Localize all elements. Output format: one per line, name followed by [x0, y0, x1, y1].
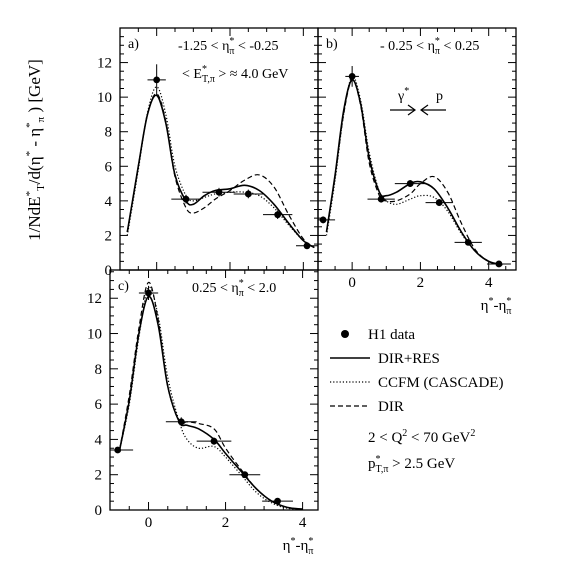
- cut-label: -1.25 < η* π < -0.25: [178, 36, 279, 57]
- panel-label: a): [128, 37, 139, 52]
- gamma-label: γ*: [397, 86, 409, 104]
- h1-data-points: [318, 66, 511, 268]
- data-point: [244, 190, 252, 198]
- data-point: [348, 73, 356, 80]
- y-tick-label: 6: [105, 159, 113, 175]
- panel-label: c): [118, 279, 129, 294]
- x-tick-label: 0: [348, 275, 356, 291]
- proton-arrowhead: [419, 104, 429, 116]
- panel-a: 0 2 4 6 8 10 12 a) -1.25 < η* π < -0.25 < E* T,π > …: [97, 27, 319, 279]
- curves: [126, 86, 315, 249]
- y-tick-label: 4: [95, 432, 103, 448]
- y-tick-label: 0: [105, 263, 113, 279]
- data-point: [215, 188, 223, 196]
- data-point: [177, 418, 185, 426]
- y-tick-label: 10: [87, 327, 102, 343]
- y-tick-label: 2: [95, 468, 103, 484]
- y-tick-label: 12: [87, 291, 102, 307]
- legend-label: DIR: [378, 399, 404, 415]
- data-point: [153, 76, 161, 84]
- y-tick-label: 12: [97, 56, 112, 72]
- h1-data-points: [147, 64, 318, 250]
- x-tick-label: 2: [222, 515, 230, 531]
- curves: [325, 75, 503, 266]
- curve-dir: [325, 79, 503, 266]
- y-tick-label: 8: [95, 362, 103, 378]
- y-axis-title: 1/NdE*T/d(η* - η*π ) [GeV]: [24, 59, 47, 241]
- data-point: [495, 260, 503, 268]
- curve-dir: [126, 93, 315, 248]
- photon-arrowhead: [407, 104, 417, 116]
- x-axis-title: η*-η* π: [283, 536, 314, 557]
- curve-dir-res: [325, 79, 503, 266]
- data-point: [274, 211, 282, 219]
- data-point: [182, 195, 190, 203]
- data-point: [114, 446, 122, 454]
- x-tick-label: 4: [299, 515, 307, 531]
- plot-frame: [317, 27, 517, 271]
- data-point: [464, 238, 472, 246]
- legend-marker-icon: [341, 330, 349, 338]
- x-tick-label: 2: [417, 275, 425, 291]
- data-point: [435, 199, 443, 206]
- data-point: [274, 497, 281, 505]
- h1-data-points: [110, 285, 293, 505]
- legend-label: H1 data: [368, 327, 415, 343]
- curve-dir: [119, 281, 303, 510]
- cut-label: 0.25 < η* π < 2.0: [192, 278, 276, 299]
- legend: H1 data DIR+RES CCFM (CASCADE) DIR 2 < Q2 < …: [330, 327, 503, 475]
- data-point: [241, 471, 249, 479]
- pt-cut-note: p* T,π > 2.5 GeV: [368, 454, 455, 475]
- plot-frame: [109, 269, 319, 511]
- y-tick-label: 0: [95, 503, 103, 519]
- curves: [118, 281, 303, 510]
- cut-label: - 0.25 < η* π < 0.25: [380, 36, 479, 57]
- curve-ccfm-cascade: [325, 75, 503, 266]
- curve-ccfm-cascade: [119, 286, 303, 510]
- curve-dir-res: [118, 295, 303, 510]
- data-point: [303, 242, 311, 250]
- curve-dir-res: [126, 94, 315, 249]
- data-point: [406, 180, 414, 187]
- y-tick-label: 2: [105, 228, 113, 244]
- panel-b: 0 2 4 b) - 0.25 < η* π < 0.25 γ* p η*-η* π: [317, 27, 517, 317]
- data-point: [319, 216, 327, 224]
- panel-c: 0 2 4 6 8 10 12 0 2 4 c) 0.25 < η* π < 2.0 η*-η* π: [87, 269, 319, 557]
- plot-frame: [119, 27, 319, 271]
- y-tick-label: 8: [105, 125, 113, 141]
- y-tick-label: 4: [105, 194, 113, 210]
- q2-range-note: 2 < Q2 < 70 GeV2: [368, 428, 475, 446]
- mean-et-label: < E* T,π > ≈ 4.0 GeV: [182, 64, 288, 85]
- panel-label: b): [326, 37, 338, 52]
- x-tick-label: 4: [485, 275, 493, 291]
- legend-label: DIR+RES: [378, 351, 440, 367]
- y-tick-label: 6: [95, 397, 103, 413]
- data-point: [377, 195, 385, 203]
- proton-label: p: [436, 89, 443, 104]
- x-tick-label: 0: [145, 515, 153, 531]
- legend-label: CCFM (CASCADE): [378, 375, 503, 391]
- data-point: [210, 437, 218, 445]
- curve-ccfm-cascade: [126, 86, 315, 249]
- data-point: [145, 289, 152, 297]
- x-axis-title: η*-η* π: [481, 296, 512, 317]
- y-tick-label: 10: [97, 90, 112, 106]
